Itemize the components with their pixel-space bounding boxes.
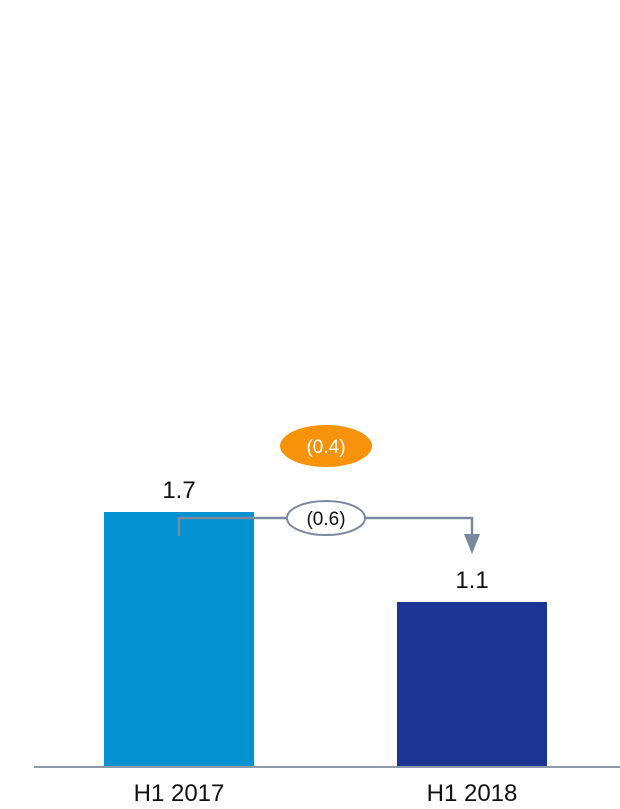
highlight-label: (0.4) [306, 437, 345, 458]
x-tick-labels-group: H1 2017 H1 2018 [134, 780, 518, 807]
bar-h1-2018 [397, 602, 547, 767]
bar-h1-2017 [104, 512, 254, 767]
change-bubble [286, 500, 366, 536]
change-label: (0.6) [306, 509, 345, 530]
x-tick-label: H1 2018 [427, 780, 518, 807]
bars-group [104, 512, 547, 767]
highlight-bubble [280, 425, 372, 467]
highlight-annotation: (0.4) [280, 425, 372, 467]
value-label: 1.1 [455, 567, 488, 594]
change-arrow-head [464, 534, 480, 554]
x-tick-label: H1 2017 [134, 780, 225, 807]
value-label: 1.7 [162, 477, 195, 504]
change-connector: (0.6) [177, 500, 480, 554]
value-labels-group: 1.7 1.1 [162, 477, 488, 594]
